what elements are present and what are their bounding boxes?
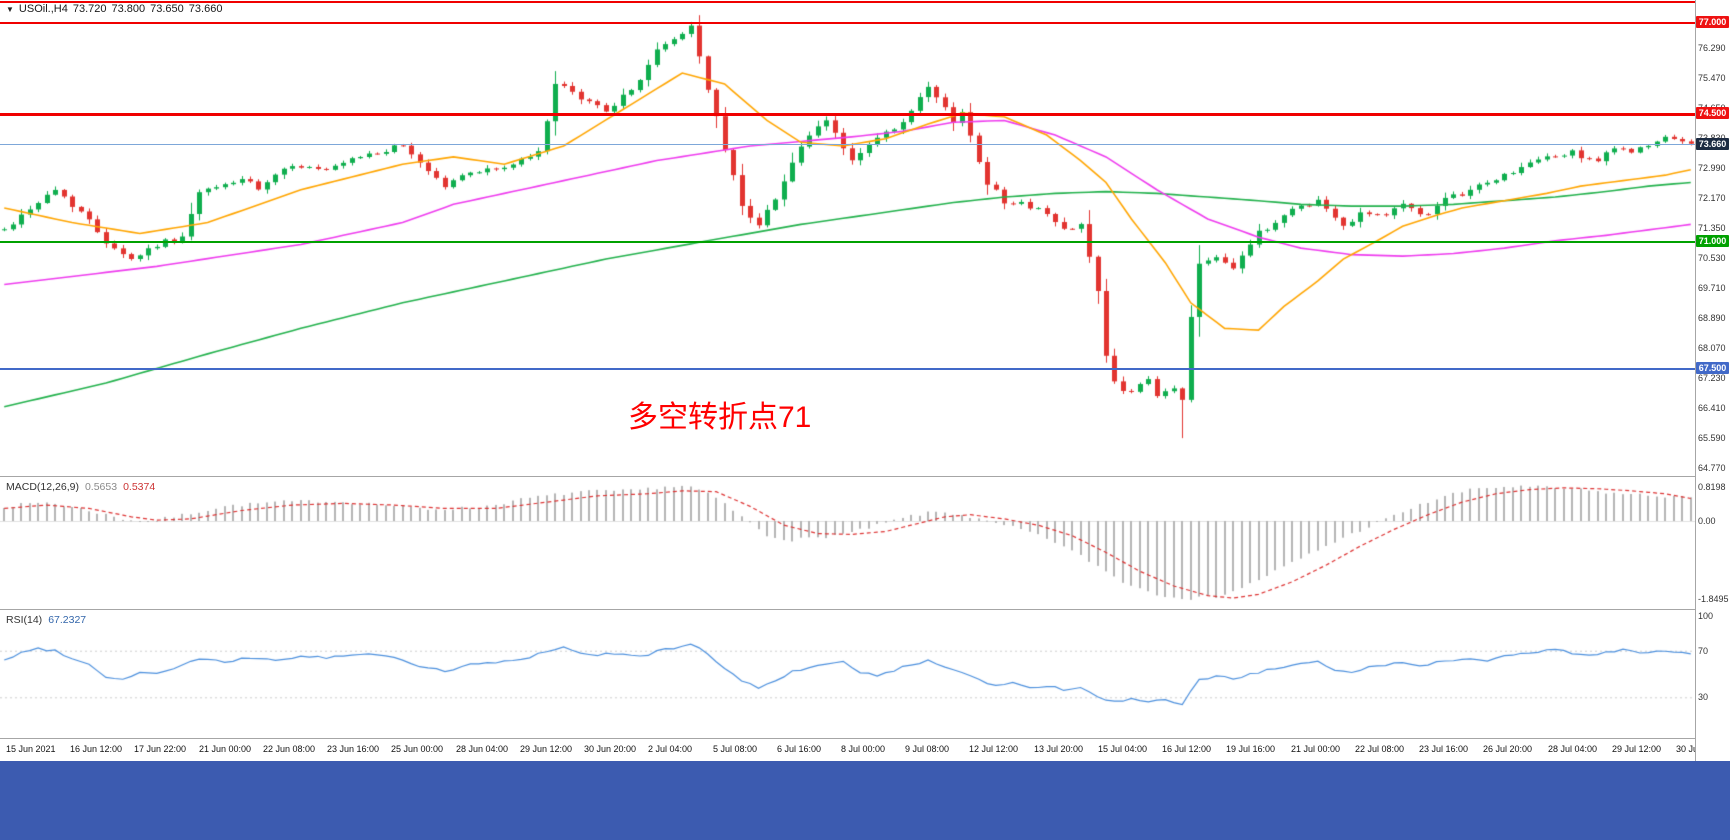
- time-axis-label: 16 Jun 12:00: [70, 744, 123, 754]
- resistance-line-77[interactable]: [0, 22, 1695, 24]
- time-axis-label: 29 Jul 12:00: [1612, 744, 1662, 754]
- time-axis-label: 28 Jul 04:00: [1548, 744, 1598, 754]
- rsi-axis-label: 30: [1698, 692, 1709, 702]
- time-axis-label: 22 Jun 08:00: [263, 744, 316, 754]
- macd-label: MACD(12,26,9): [6, 481, 79, 493]
- price-badge-73-660: 73.660: [1696, 138, 1729, 150]
- macd-axis-label: 0.8198: [1698, 482, 1726, 492]
- time-axis-label: 26 Jul 20:00: [1483, 744, 1533, 754]
- price-tick-label: 68.890: [1698, 313, 1726, 323]
- time-axis-label: 6 Jul 16:00: [777, 744, 822, 754]
- price-badge-77-000: 77.000: [1696, 16, 1729, 28]
- ohlc-close-value: 73.660: [188, 3, 223, 15]
- panel-separator-macd[interactable]: [0, 476, 1730, 477]
- time-axis-label: 2 Jul 04:00: [648, 744, 693, 754]
- price-tick-label: 64.770: [1698, 463, 1726, 473]
- time-axis-label: 21 Jul 00:00: [1291, 744, 1341, 754]
- resistance-line-74-5[interactable]: [0, 113, 1695, 116]
- time-axis-label: 25 Jun 00:00: [391, 744, 444, 754]
- price-badge-74-500: 74.500: [1696, 107, 1729, 119]
- price-tick-label: 76.290: [1698, 43, 1726, 53]
- time-axis-label: 12 Jul 12:00: [969, 744, 1019, 754]
- rsi-axis-label: 70: [1698, 646, 1709, 656]
- price-tick-label: 65.590: [1698, 433, 1726, 443]
- macd-canvas[interactable]: [0, 477, 1695, 609]
- chart-annotation-text[interactable]: 多空转折点71: [628, 401, 812, 434]
- price-tick-label: 70.530: [1698, 253, 1726, 263]
- time-axis-label: 9 Jul 08:00: [905, 744, 950, 754]
- macd-axis-label: -1.8495: [1698, 594, 1729, 604]
- rsi-axis-label: 100: [1698, 611, 1714, 621]
- price-badge-71-000: 71.000: [1696, 235, 1729, 247]
- time-axis-label: 15 Jun 2021: [6, 744, 56, 754]
- panel-separator-rsi[interactable]: [0, 609, 1730, 610]
- time-axis-label: 22 Jul 08:00: [1355, 744, 1405, 754]
- price-badge-67-500: 67.500: [1696, 362, 1729, 374]
- macd-indicator-panel: MACD(12,26,9) 0.5653 0.5374: [0, 477, 1695, 609]
- rsi-header: RSI(14) 67.2327: [6, 614, 86, 626]
- time-axis-label: 28 Jun 04:00: [456, 744, 509, 754]
- macd-signal-value: 0.5374: [123, 481, 156, 493]
- time-axis-label: 23 Jul 16:00: [1419, 744, 1469, 754]
- symbol-timeframe-label: USOil.,H4: [18, 3, 68, 15]
- macd-main-value: 0.5653: [84, 481, 118, 493]
- time-axis-label: 13 Jul 20:00: [1034, 744, 1084, 754]
- time-axis-label: 19 Jul 16:00: [1226, 744, 1276, 754]
- panel-separator-time: [0, 738, 1730, 739]
- time-axis-label: 21 Jun 00:00: [199, 744, 252, 754]
- ohlc-high-value: 73.800: [111, 3, 146, 15]
- price-tick-label: 71.350: [1698, 223, 1726, 233]
- price-tick-label: 75.470: [1698, 73, 1726, 83]
- time-axis[interactable]: 15 Jun 2021 16 Jun 12:00 17 Jun 22:00 21 Ju…: [0, 739, 1725, 761]
- symbol-dropdown-icon[interactable]: ▼: [6, 5, 14, 14]
- time-axis-label: 8 Jul 00:00: [841, 744, 886, 754]
- ohlc-low-value: 73.650: [150, 3, 184, 15]
- time-axis-label: 17 Jun 22:00: [134, 744, 187, 754]
- support-line-67-5[interactable]: [0, 368, 1695, 370]
- time-axis-label: 29 Jun 12:00: [520, 744, 573, 754]
- resistance-line-upper[interactable]: [0, 1, 1695, 3]
- price-tick-label: 72.990: [1698, 163, 1726, 173]
- current-price-line[interactable]: [0, 144, 1695, 145]
- bottom-panel: [0, 761, 1730, 840]
- price-chart-panel: ▼ USOil.,H4 73.720 73.800 73.650 73.660 多空转折点…: [0, 0, 1695, 476]
- price-tick-label: 69.710: [1698, 283, 1726, 293]
- rsi-value: 67.2327: [48, 614, 87, 626]
- price-tick-label: 66.410: [1698, 403, 1726, 413]
- price-tick-label: 72.170: [1698, 193, 1726, 203]
- rsi-indicator-panel: RSI(14) 67.2327: [0, 610, 1695, 738]
- macd-axis-label: 0.00: [1698, 516, 1716, 526]
- symbol-ohlc-header: ▼ USOil.,H4 73.720 73.800 73.650 73.660: [6, 3, 227, 15]
- macd-header: MACD(12,26,9) 0.5653 0.5374: [6, 481, 155, 493]
- ohlc-open-value: 73.720: [72, 3, 107, 15]
- price-tick-label: 67.230: [1698, 373, 1726, 383]
- support-line-71[interactable]: [0, 241, 1695, 243]
- time-axis-label: 16 Jul 12:00: [1162, 744, 1212, 754]
- price-axis-border: [1695, 0, 1696, 761]
- time-axis-label: 23 Jun 16:00: [327, 744, 380, 754]
- price-axis[interactable]: 76.29075.47074.65073.83072.99072.17071.3…: [1696, 0, 1730, 761]
- price-tick-label: 68.070: [1698, 343, 1726, 353]
- time-axis-label: 15 Jul 04:00: [1098, 744, 1148, 754]
- rsi-canvas[interactable]: [0, 610, 1695, 738]
- time-axis-label: 5 Jul 08:00: [713, 744, 758, 754]
- rsi-label: RSI(14): [6, 614, 43, 626]
- time-axis-label: 30 Jun 20:00: [584, 744, 637, 754]
- price-chart-canvas[interactable]: [0, 0, 1695, 476]
